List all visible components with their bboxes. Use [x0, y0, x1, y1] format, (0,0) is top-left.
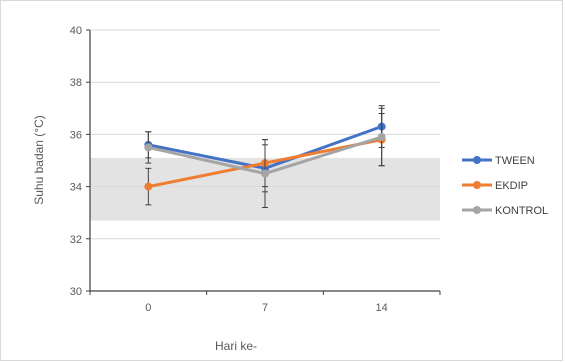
y-tick-label: 36	[70, 129, 82, 141]
x-axis-label: Hari ke-	[215, 339, 257, 353]
data-point	[261, 169, 269, 178]
y-tick-label: 30	[70, 286, 82, 298]
legend-item-tween: TWEEN	[462, 155, 535, 167]
legend-swatch-marker	[473, 206, 481, 214]
legend-label: KONTROL	[495, 205, 548, 217]
legend-item-ekdip: EKDIP	[462, 180, 528, 192]
axes: 30 32 34 36 38 40 0 7 14	[70, 25, 441, 314]
series-layer	[144, 105, 386, 208]
y-tick-label: 38	[70, 77, 82, 89]
legend-item-kontrol: KONTROL	[462, 205, 548, 217]
x-tick-label: 14	[376, 302, 388, 314]
y-tick-label: 40	[70, 25, 82, 37]
data-point	[144, 182, 153, 191]
legend-swatch-marker	[473, 156, 481, 164]
x-tick-label: 7	[262, 302, 268, 314]
y-tick-label: 32	[70, 234, 82, 246]
y-axis-label: Suhu badan (°C)	[32, 115, 46, 205]
data-point	[377, 133, 386, 142]
y-tick-label: 34	[70, 182, 82, 194]
legend: TWEEN EKDIP KONTROL	[462, 155, 548, 217]
legend-label: EKDIP	[495, 180, 528, 192]
legend-label: TWEEN	[495, 155, 535, 167]
data-point	[144, 143, 153, 152]
x-tick-label: 0	[145, 302, 151, 314]
series-kontrol	[144, 107, 386, 208]
legend-swatch-marker	[473, 181, 481, 189]
